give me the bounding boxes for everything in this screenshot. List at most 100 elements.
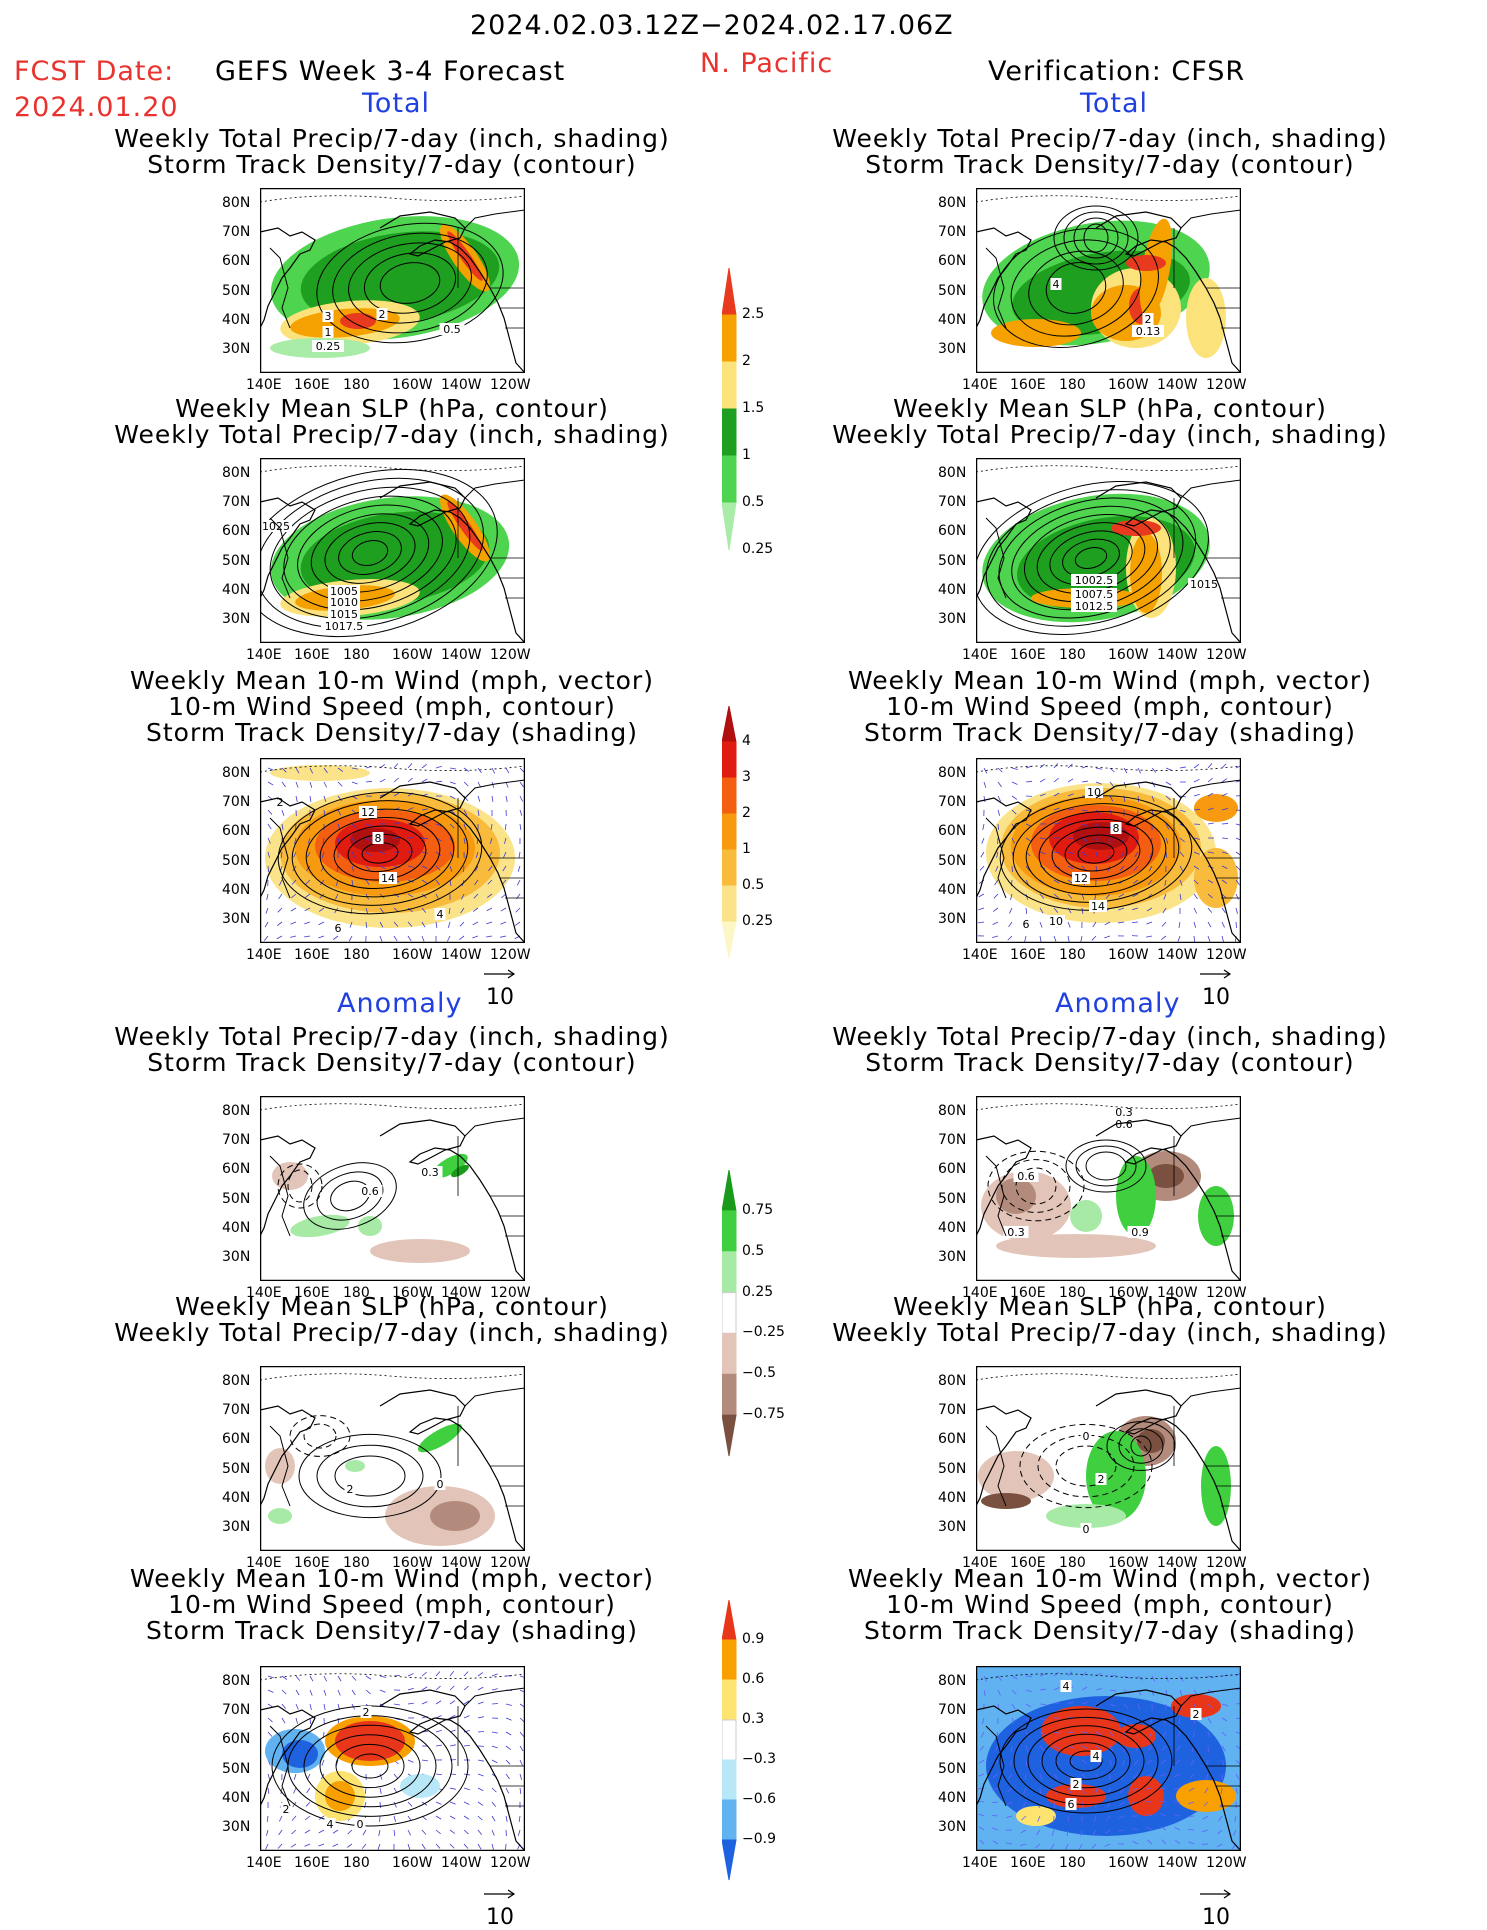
colorbar-label: −0.5	[742, 1365, 776, 1381]
lon-label: 160E	[1010, 647, 1046, 663]
contour-label: 2	[347, 1483, 354, 1496]
lon-label: 140W	[1157, 647, 1198, 663]
fcst-date-label: FCST Date:	[14, 56, 174, 87]
lat-label: 30N	[938, 1819, 966, 1835]
lat-label: 70N	[222, 1402, 250, 1418]
lat-label: 60N	[938, 1161, 966, 1177]
lat-label: 30N	[222, 1249, 250, 1265]
lat-label: 60N	[222, 523, 250, 539]
lat-label: 70N	[938, 1402, 966, 1418]
panel-title-line: Weekly Total Precip/7-day (inch, shading…	[72, 1320, 712, 1346]
lat-label: 30N	[938, 1249, 966, 1265]
contour-label: 4	[437, 908, 444, 921]
lon-label: 160E	[294, 377, 330, 393]
contour-label: 2	[1098, 1473, 1105, 1486]
lat-label: 80N	[938, 765, 966, 781]
lon-label: 140E	[246, 647, 282, 663]
lon-label: 180	[1059, 647, 1086, 663]
lon-label: 160E	[1010, 1555, 1046, 1571]
lon-label: 140W	[1157, 947, 1198, 963]
lon-label: 160W	[392, 647, 433, 663]
lat-label: 70N	[938, 494, 966, 510]
lon-label: 140W	[441, 1855, 482, 1871]
lon-label: 140W	[1157, 1555, 1198, 1571]
lon-label: 180	[1059, 947, 1086, 963]
contour-label: 0.6	[361, 1185, 379, 1198]
contour-label: 1025	[262, 520, 290, 533]
lon-label: 180	[343, 1855, 370, 1871]
lon-label: 160W	[392, 1555, 433, 1571]
lon-label: 140E	[246, 947, 282, 963]
lat-label: 40N	[938, 882, 966, 898]
vector-reference: 10	[480, 960, 520, 1010]
lat-label: 60N	[938, 1431, 966, 1447]
lat-label: 50N	[938, 1761, 966, 1777]
lat-label: 40N	[222, 1790, 250, 1806]
colorbar-label: −0.6	[742, 1791, 776, 1807]
lat-label: 30N	[938, 341, 966, 357]
fcst-date-value: 2024.01.20	[14, 92, 179, 123]
lon-label: 140E	[962, 947, 998, 963]
lon-label: 140W	[1157, 1855, 1198, 1871]
panel-title-line: 10-m Wind Speed (mph, contour)	[72, 1592, 712, 1618]
contour-label: 0.5	[443, 323, 461, 336]
colorbar-label: 0.5	[742, 494, 764, 510]
panel-title-line: Weekly Total Precip/7-day (inch, shading…	[790, 1320, 1430, 1346]
lon-label: 140W	[1157, 1285, 1198, 1301]
map-canvas: 420.13	[976, 188, 1241, 373]
title-p2-right: Weekly Mean SLP (hPa, contour)Weekly Tot…	[790, 396, 1430, 448]
contour-label: 4	[1093, 1750, 1100, 1763]
lat-label: 80N	[222, 1373, 250, 1389]
vector-reference-value: 10	[480, 1905, 520, 1930]
panel-title-line: Weekly Mean SLP (hPa, contour)	[790, 396, 1430, 422]
lat-label: 40N	[938, 1220, 966, 1236]
panel-title-line: 10-m Wind Speed (mph, contour)	[72, 694, 712, 720]
lon-label: 180	[1059, 1855, 1086, 1871]
contour-label: 6	[1068, 1798, 1075, 1811]
panel-title-line: Weekly Total Precip/7-day (inch, shading…	[72, 422, 712, 448]
colorbar-label: 3	[742, 769, 751, 785]
panel-title-line: 10-m Wind Speed (mph, contour)	[790, 694, 1430, 720]
lat-label: 70N	[938, 224, 966, 240]
title-p5-left: Weekly Mean SLP (hPa, contour)Weekly Tot…	[72, 1294, 712, 1346]
lon-label: 160W	[392, 1855, 433, 1871]
contour-label: 1017.5	[325, 620, 364, 633]
title-p3-right: Weekly Mean 10-m Wind (mph, vector)10-m …	[790, 668, 1430, 746]
title-p4-right: Weekly Total Precip/7-day (inch, shading…	[790, 1024, 1430, 1076]
lon-label: 180	[1059, 377, 1086, 393]
lat-label: 60N	[938, 523, 966, 539]
contour-label: 8	[1113, 822, 1120, 835]
lat-label: 30N	[938, 1519, 966, 1535]
lat-label: 40N	[222, 882, 250, 898]
vector-arrow-icon	[1196, 1889, 1236, 1899]
lon-label: 160W	[1108, 377, 1149, 393]
contour-label: 1002.5	[1075, 574, 1114, 587]
panel-title-line: Weekly Total Precip/7-day (inch, shading…	[72, 126, 712, 152]
lon-label: 160W	[1108, 647, 1149, 663]
section-anomaly-left: Anomaly	[337, 988, 462, 1019]
lat-label: 40N	[938, 312, 966, 328]
lon-label: 140W	[441, 1285, 482, 1301]
title-p1-right: Weekly Total Precip/7-day (inch, shading…	[790, 126, 1430, 178]
contour-label: 0.3	[1007, 1226, 1025, 1239]
contour-label: 0	[1083, 1523, 1090, 1536]
lon-label: 160W	[392, 1285, 433, 1301]
colorbar-label: −0.75	[742, 1406, 785, 1422]
lon-label: 160W	[1108, 1285, 1149, 1301]
vector-reference-value: 10	[1196, 985, 1236, 1010]
title-p3-left: Weekly Mean 10-m Wind (mph, vector)10-m …	[72, 668, 712, 746]
section-total-right: Total	[1080, 88, 1148, 119]
vector-reference: 10	[1196, 1880, 1236, 1930]
lat-label: 50N	[938, 553, 966, 569]
lon-label: 160E	[1010, 1285, 1046, 1301]
colorbar-label: 1.5	[742, 400, 764, 416]
